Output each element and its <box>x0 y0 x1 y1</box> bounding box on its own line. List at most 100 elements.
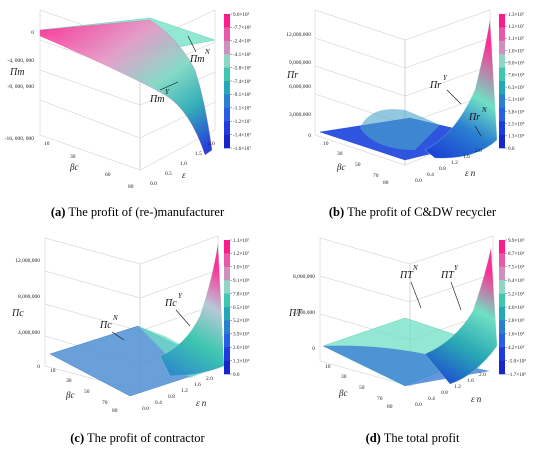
panel-d-z-axis-label: ΠT <box>288 308 303 319</box>
colorbar-tick-label: -1.6×10⁷ <box>233 146 251 152</box>
colorbar-tick-label: 2.6×10⁶ <box>233 345 250 351</box>
y-tick: 0.8 <box>168 394 175 400</box>
colorbar-tick-label: 3.8×10⁶ <box>508 109 525 115</box>
annotation-superscript: Y <box>454 264 459 272</box>
panel-c-annotation-n: Πc N <box>99 314 125 341</box>
panel-a-annotation-n: Πm N <box>187 35 210 65</box>
annotation-superscript: N <box>204 48 210 56</box>
colorbar-tick-label: -7.7×10⁵ <box>233 25 251 31</box>
z-tick: 6,000,000 <box>289 84 311 90</box>
panel-c-chart: 12,000,000 8,000,000 4,000,000 0 Πc 10 3… <box>11 235 250 414</box>
panel-b: 12,000,000 9,000,000 6,000,000 3,000,000… <box>275 0 550 226</box>
y-tick: 1.2 <box>454 384 461 390</box>
panel-d-annotation-y: ΠT Y <box>440 264 462 311</box>
panel-a-annotation-y: Πm Y <box>149 81 179 105</box>
x-tick: 50 <box>84 389 90 395</box>
x-tick: 10 <box>50 368 56 374</box>
panel-a-x-ticks: 10 30 60 80 <box>44 141 134 190</box>
z-tick: 4,000,000 <box>18 330 40 336</box>
colorbar-swatch <box>224 253 230 268</box>
colorbar-tick-label: 6.4×10⁶ <box>508 278 525 284</box>
colorbar-tick-label: -1.1×10⁷ <box>233 106 251 112</box>
colorbar-swatch <box>224 121 230 135</box>
panel-b-x-ticks: 10 30 50 70 80 <box>323 141 389 186</box>
colorbar-tick-label: -1.4×10⁷ <box>233 132 251 138</box>
panel-a-curved-surface <box>39 19 213 156</box>
x-tick: 70 <box>373 173 379 179</box>
z-tick: 0 <box>31 30 34 36</box>
x-tick: 70 <box>102 400 108 406</box>
panel-letter: (b) <box>328 205 345 219</box>
colorbar-swatch <box>224 293 230 308</box>
colorbar-swatch <box>499 14 505 28</box>
z-tick: 4,000,000 <box>293 310 315 316</box>
colorbar-swatch <box>499 266 505 281</box>
colorbar-tick-label: 5.1×10⁶ <box>508 97 525 103</box>
colorbar-swatch <box>499 81 505 95</box>
colorbar-tick-label: 1.0×10⁷ <box>233 265 250 271</box>
colorbar-swatch <box>499 347 505 361</box>
annotation-label: Πc <box>164 298 177 309</box>
colorbar-swatch <box>499 107 505 122</box>
colorbar-tick-label: 1.2×10⁷ <box>233 251 250 257</box>
colorbar-swatch <box>224 307 230 321</box>
x-tick: 10 <box>325 364 331 370</box>
panel-c-x-ticks: 10 30 50 70 80 <box>50 368 118 414</box>
x-tick: 50 <box>359 385 365 391</box>
y-tick: 1.6 <box>467 378 474 384</box>
colorbar-swatch <box>499 67 505 82</box>
colorbar-swatch <box>499 40 505 55</box>
z-tick: 0 <box>37 364 40 370</box>
colorbar-swatch <box>224 360 230 375</box>
colorbar-tick-label: -2.4×10⁶ <box>233 39 251 45</box>
colorbar-swatch <box>499 333 505 348</box>
colorbar-swatch <box>224 94 230 109</box>
colorbar-tick-label: 9.1×10⁶ <box>233 278 250 284</box>
annotation-label: Πr <box>429 80 441 91</box>
annotation-superscript: Y <box>178 292 183 300</box>
colorbar-tick-label: 1.3×10⁷ <box>508 12 525 18</box>
colorbar-swatch <box>224 240 230 254</box>
colorbar-tick-label: 9.0×10⁵ <box>233 12 250 18</box>
colorbar-swatch <box>499 27 505 42</box>
annotation-label: ΠT <box>399 270 414 281</box>
colorbar-tick-label: -5.0×10⁵ <box>508 358 526 364</box>
y-tick: 1.2 <box>181 388 188 394</box>
panel-b-y-axis-label: ε n <box>465 168 476 178</box>
panel-b-x-axis-label: βc <box>336 162 345 172</box>
colorbar-swatch <box>224 320 230 335</box>
colorbar-tick-label: -5.8×10⁶ <box>233 65 251 71</box>
panel-a-z-axis-label: Πm <box>9 67 24 78</box>
panel-c-y-axis-label: ε n <box>196 398 207 408</box>
y-tick: 0.0 <box>142 406 149 412</box>
colorbar-swatch <box>224 347 230 361</box>
y-tick: 0.0 <box>150 181 157 187</box>
panel-b-curved-surface <box>424 19 498 159</box>
panel-d-y-ticks: 0.0 0.4 0.8 1.2 1.6 2.0 <box>415 372 486 408</box>
panel-d-curved-surface <box>424 247 498 385</box>
panel-a-y-axis-label: ε <box>182 170 186 180</box>
z-tick: 12,000,000 <box>286 32 311 38</box>
y-tick: 0.0 <box>415 178 422 184</box>
panel-c-caption: (c) The profit of contractor <box>0 431 275 446</box>
y-tick: 2.0 <box>475 148 482 154</box>
x-tick: 10 <box>44 141 50 147</box>
panel-b-z-ticks: 12,000,000 9,000,000 6,000,000 3,000,000… <box>286 32 311 139</box>
y-tick: 1.0 <box>180 161 187 167</box>
annotation-superscript: Y <box>165 88 170 96</box>
colorbar-tick-label: 1.1×10⁷ <box>508 36 525 42</box>
colorbar-swatch <box>499 253 505 268</box>
colorbar-swatch <box>224 134 230 149</box>
colorbar-tick-label: 9.9×10⁶ <box>508 238 525 244</box>
colorbar-tick-label: -4.1×10⁶ <box>233 52 251 58</box>
colorbar-swatch <box>224 14 230 28</box>
colorbar-swatch <box>499 134 505 149</box>
y-tick: 0.5 <box>165 171 172 177</box>
colorbar-swatch <box>499 54 505 68</box>
panel-c-z-axis-label: Πc <box>11 308 24 319</box>
colorbar-swatch <box>224 280 230 294</box>
colorbar-swatch <box>499 320 505 335</box>
y-tick: 2.0 <box>208 141 215 147</box>
panel-a-chart: 0 -4, 000, 000 -8, 000, 000 -16, 000, 00… <box>5 9 251 190</box>
z-tick: -4, 000, 000 <box>7 58 34 64</box>
